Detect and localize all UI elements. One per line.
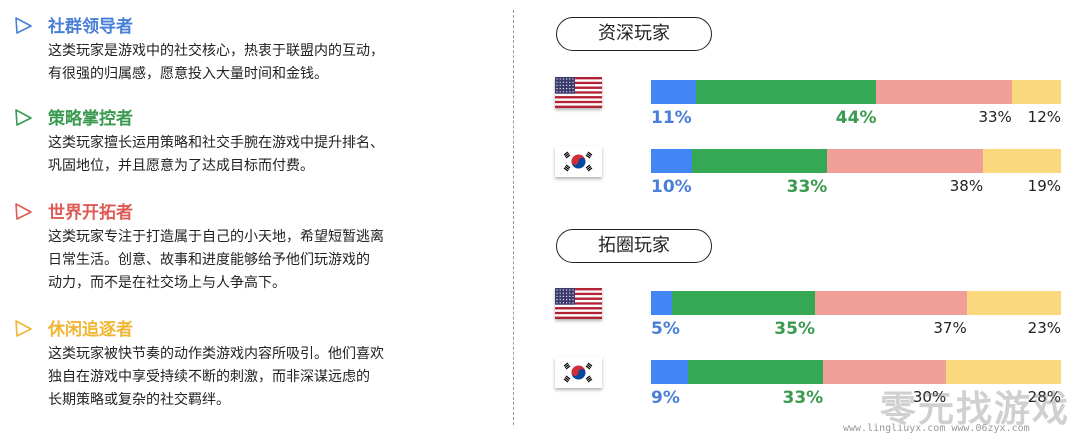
kr-flag-icon xyxy=(555,146,602,177)
bar-segment xyxy=(696,80,877,104)
bar-segment xyxy=(692,149,828,173)
bar-segment xyxy=(823,360,947,384)
group-pill: 拓圈玩家 xyxy=(556,229,712,263)
description-line: 有很强的归属感，愿意投入大量时间和金钱。 xyxy=(48,66,328,82)
data-label: 9% xyxy=(651,388,680,408)
description-line: 这类玩家擅长运用策略和社交手腕在游戏中提升排名、 xyxy=(48,135,384,151)
triangle-play-icon xyxy=(12,14,34,36)
data-label: 37% xyxy=(933,319,967,337)
bar-segment xyxy=(651,360,688,384)
description-line: 动力，而不是在社交场上与人争高下。 xyxy=(48,275,286,291)
segment-title: 休闲追逐者 xyxy=(48,320,133,340)
stacked-bar xyxy=(651,80,1061,104)
us-flag-icon xyxy=(555,288,602,320)
triangle-play-icon xyxy=(12,106,34,128)
watermark-logo: 零元找游戏 xyxy=(880,389,1071,430)
bar-segment xyxy=(946,360,1061,384)
description-line: 这类玩家是游戏中的社交核心，热衷于联盟内的互动， xyxy=(48,43,384,59)
data-label: 33% xyxy=(978,108,1012,126)
bar-segment xyxy=(1011,80,1061,104)
bar-segment xyxy=(651,149,692,173)
data-label: 19% xyxy=(1027,177,1061,195)
segment-description: 这类玩家是游戏中的社交核心，热衷于联盟内的互动， 有很强的归属感，愿意投入大量时间… xyxy=(48,40,498,86)
group-pill: 资深玩家 xyxy=(556,17,712,51)
bar-segment xyxy=(651,80,697,104)
data-label: 5% xyxy=(651,319,680,339)
bar-segment xyxy=(651,291,672,315)
data-label: 33% xyxy=(786,177,828,197)
divider xyxy=(513,10,514,425)
description-line: 长期策略或复杂的社交羁绊。 xyxy=(48,392,230,408)
triangle-play-icon xyxy=(12,317,34,339)
data-label: 28% xyxy=(1027,388,1061,406)
bar-segment xyxy=(671,291,815,315)
description-line: 日常生活。创意、故事和进度能够给予他们玩游戏的 xyxy=(48,252,370,268)
description-line: 这类玩家被快节奏的动作类游戏内容所吸引。他们喜欢 xyxy=(48,346,384,362)
bar-segment xyxy=(827,149,984,173)
segment-title: 世界开拓者 xyxy=(48,203,133,223)
watermark-url: www.lingliuyx.com www.06zyx.com xyxy=(843,423,1030,434)
data-label: 30% xyxy=(912,388,947,406)
triangle-play-icon xyxy=(12,200,34,222)
stacked-bar xyxy=(651,291,1061,315)
data-label: 35% xyxy=(774,319,815,339)
segment-description: 这类玩家擅长运用策略和社交手腕在游戏中提升排名、 巩固地位，并且愿意为了达成目标而… xyxy=(48,132,498,178)
bar-segment xyxy=(687,360,824,384)
bar-segment xyxy=(876,80,1012,104)
bar-segment xyxy=(983,149,1061,173)
segment-title: 社群领导者 xyxy=(48,17,133,37)
data-label: 44% xyxy=(835,108,877,128)
segment-title: 策略掌控者 xyxy=(48,109,133,129)
data-label: 12% xyxy=(1027,108,1061,126)
description-line: 独自在游戏中享受持续不断的刺激，而非深谋远虑的 xyxy=(48,369,370,385)
description-line: 这类玩家专注于打造属于自己的小天地，希望短暂逃离 xyxy=(48,229,384,245)
bar-segment xyxy=(815,291,967,315)
data-label: 33% xyxy=(782,388,824,408)
data-label: 10% xyxy=(651,177,692,197)
stacked-bar xyxy=(651,149,1061,173)
stacked-bar xyxy=(651,360,1061,384)
kr-flag-icon xyxy=(555,357,602,388)
data-label: 38% xyxy=(949,177,984,195)
segment-description: 这类玩家被快节奏的动作类游戏内容所吸引。他们喜欢 独自在游戏中享受持续不断的刺激，… xyxy=(48,343,498,412)
data-label: 23% xyxy=(1027,319,1061,337)
bar-segment xyxy=(966,291,1061,315)
segment-description: 这类玩家专注于打造属于自己的小天地，希望短暂逃离 日常生活。创意、故事和进度能够给… xyxy=(48,226,498,295)
description-line: 巩固地位，并且愿意为了达成目标而付费。 xyxy=(48,158,314,174)
data-label: 11% xyxy=(651,108,692,128)
us-flag-icon xyxy=(555,77,602,109)
